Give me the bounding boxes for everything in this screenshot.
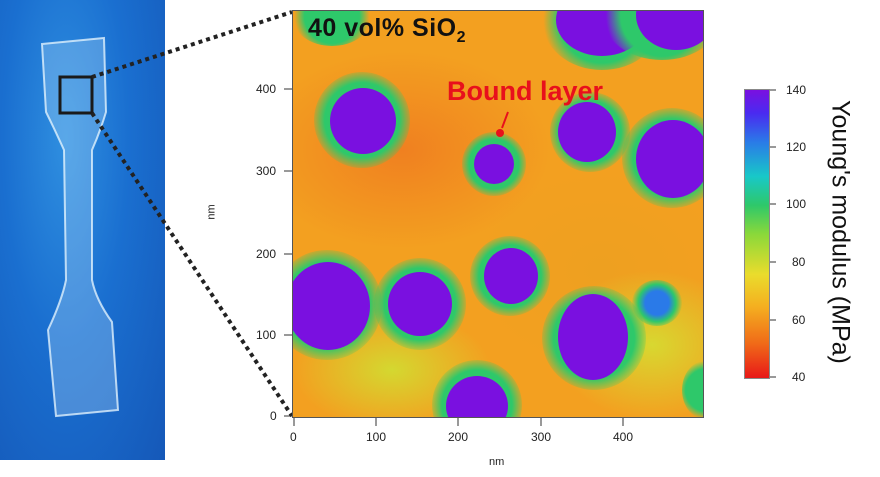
bound-layer-annotation: Bound layer: [447, 76, 604, 106]
colorbar-label: Young's modulus (MPa): [826, 100, 855, 364]
colorbar-tick: 100: [786, 197, 807, 211]
y-tick: 400: [256, 82, 277, 96]
colorbar-tick: 60: [792, 313, 806, 327]
specimen-shape: [40, 36, 120, 418]
x-tick: 300: [531, 430, 552, 444]
x-tick: 200: [448, 430, 469, 444]
modulus-map: [292, 10, 704, 418]
y-tick: 200: [256, 247, 277, 261]
x-tick: 0: [290, 430, 297, 444]
colorbar: [744, 89, 770, 379]
x-tick: 400: [613, 430, 634, 444]
map-frame: [292, 10, 704, 418]
specimen-photo: [0, 0, 165, 460]
x-tick: 100: [366, 430, 387, 444]
colorbar-tick: 40: [792, 370, 806, 384]
colorbar-tick: 120: [786, 140, 807, 154]
x-axis-label: nm: [489, 456, 505, 468]
y-tick: 0: [270, 409, 277, 423]
map-title: 40 vol% SiO2: [308, 14, 467, 46]
y-tick: 300: [256, 164, 277, 178]
colorbar-tick: 80: [792, 255, 806, 269]
y-axis-label: nm: [205, 204, 218, 220]
selection-box: [58, 75, 94, 115]
colorbar-tick: 140: [786, 83, 807, 97]
y-tick: 100: [256, 328, 277, 342]
